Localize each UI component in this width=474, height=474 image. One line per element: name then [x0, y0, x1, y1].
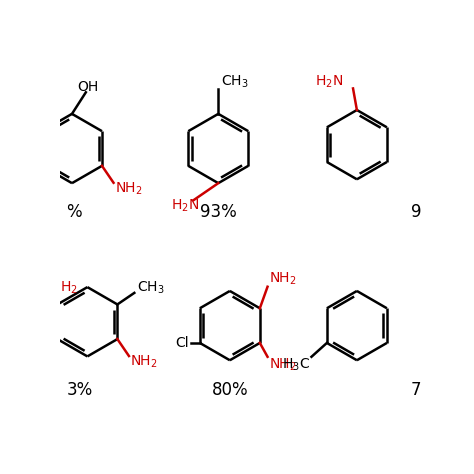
Text: 3%: 3% — [66, 381, 93, 399]
Text: H$_2$: H$_2$ — [61, 279, 78, 296]
Text: H$_2$N: H$_2$N — [171, 198, 199, 214]
Text: Cl: Cl — [175, 336, 189, 350]
Text: 80%: 80% — [211, 381, 248, 399]
Text: CH$_3$: CH$_3$ — [137, 279, 164, 296]
Text: NH$_2$: NH$_2$ — [269, 271, 297, 287]
Text: 7: 7 — [411, 381, 421, 399]
Text: 9: 9 — [411, 203, 421, 221]
Text: %: % — [66, 203, 82, 221]
Text: H$_2$N: H$_2$N — [315, 74, 343, 91]
Text: OH: OH — [77, 80, 98, 94]
Text: NH$_2$: NH$_2$ — [130, 354, 158, 370]
Text: NH$_2$: NH$_2$ — [115, 181, 143, 197]
Text: NH$_2$: NH$_2$ — [269, 356, 297, 373]
Text: H$_3$C: H$_3$C — [282, 356, 310, 373]
Text: CH$_3$: CH$_3$ — [221, 73, 249, 90]
Text: 93%: 93% — [200, 203, 237, 221]
